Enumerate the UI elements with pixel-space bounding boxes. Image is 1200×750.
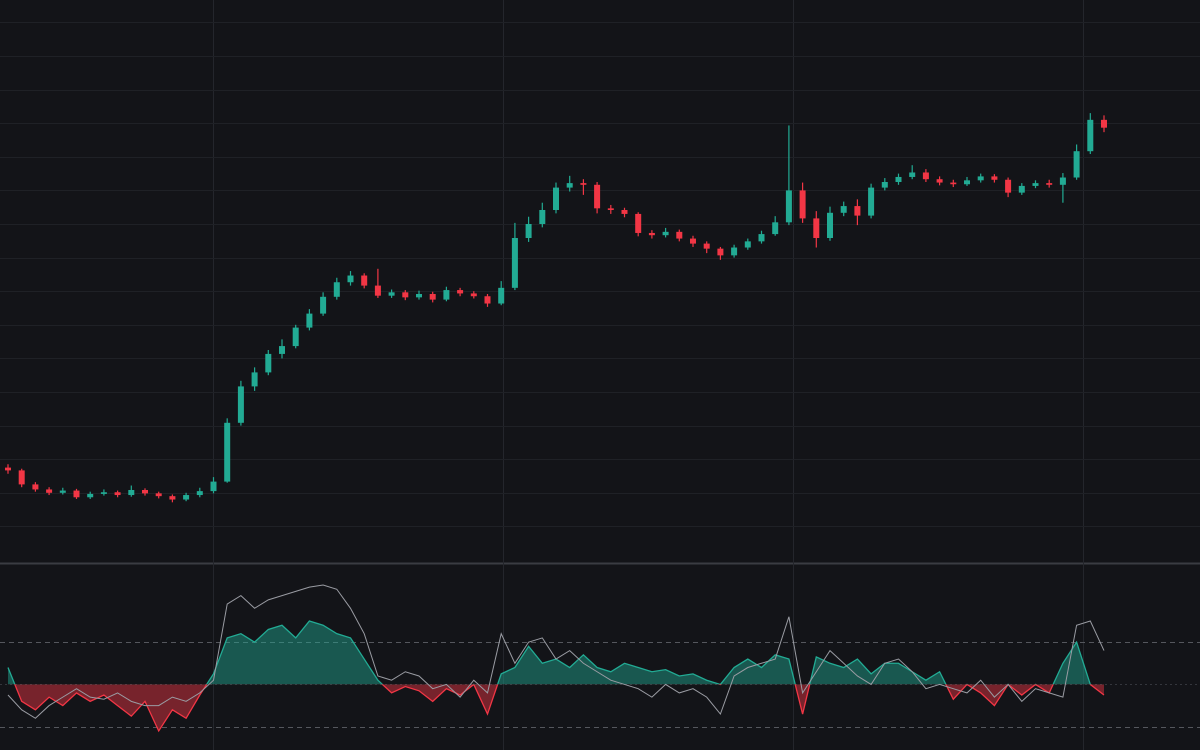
- candle-body: [32, 484, 39, 490]
- candle-body: [553, 187, 559, 210]
- candle-body: [621, 210, 628, 214]
- candle-body: [922, 172, 929, 180]
- candle-body: [991, 176, 998, 180]
- candle-body: [196, 491, 203, 496]
- candle-body: [813, 218, 820, 238]
- candle-body: [772, 222, 779, 235]
- candle-body: [785, 190, 792, 223]
- oscillator-line-negative: [14, 684, 1105, 733]
- candle-body: [169, 496, 176, 500]
- candle-body: [717, 248, 724, 256]
- candle-body: [676, 231, 683, 239]
- candle-body: [416, 294, 422, 298]
- candle-body: [799, 190, 806, 219]
- candle-body: [580, 183, 587, 185]
- candle-body: [457, 290, 464, 294]
- candle-body: [279, 346, 285, 354]
- candle-body: [895, 176, 902, 182]
- candle-body: [1101, 119, 1107, 128]
- candle-body: [1087, 119, 1094, 152]
- candle-body: [566, 183, 573, 188]
- candle-body: [306, 313, 313, 328]
- candle-body: [690, 238, 696, 244]
- candle-body: [183, 495, 190, 500]
- candle-body: [237, 386, 244, 423]
- candle-body: [87, 493, 94, 498]
- candle-body: [402, 292, 409, 298]
- candle-body: [484, 296, 491, 304]
- candle-body: [827, 212, 833, 238]
- candle-body: [635, 213, 642, 233]
- candle-body: [128, 490, 135, 496]
- candle-body: [607, 208, 614, 210]
- signal-line: [7, 584, 1105, 719]
- candle-body: [1018, 185, 1025, 193]
- candle-body: [5, 467, 11, 471]
- candle-body: [950, 182, 957, 185]
- candle-body: [388, 292, 395, 296]
- candle-body: [46, 489, 53, 493]
- candle-body: [142, 490, 148, 494]
- candle-body: [210, 481, 217, 492]
- oscillator-area-negative: [8, 684, 1104, 731]
- candle-body: [251, 372, 258, 387]
- candle-body: [429, 294, 436, 300]
- candle-body: [224, 422, 231, 482]
- candle-body: [59, 490, 66, 493]
- candle-body: [731, 247, 738, 256]
- candle-body: [73, 490, 80, 498]
- candle-body: [18, 470, 25, 485]
- candle-body: [964, 180, 970, 185]
- candle-body: [868, 187, 875, 216]
- candle-body: [648, 232, 655, 236]
- candle-body: [100, 492, 107, 494]
- candle-body: [936, 179, 943, 183]
- candle-body: [374, 285, 381, 296]
- candle-body: [539, 210, 546, 224]
- candle-body: [320, 296, 327, 314]
- candle-body: [881, 182, 888, 188]
- candle-body: [347, 275, 354, 283]
- candle-body: [511, 238, 518, 288]
- candle-body: [594, 184, 601, 209]
- candle-body: [909, 172, 916, 177]
- candle-body: [703, 243, 710, 249]
- candle-body: [443, 290, 450, 300]
- candle-body: [498, 287, 505, 304]
- candle-body: [470, 293, 477, 297]
- candle-body: [977, 176, 984, 181]
- oscillator-area-positive: [8, 620, 1091, 685]
- candle-body: [840, 206, 847, 213]
- candle-body: [265, 353, 272, 373]
- session-lines: [213, 0, 1084, 750]
- candle-body: [114, 492, 121, 496]
- candle-body: [361, 275, 368, 286]
- candle-body: [525, 224, 532, 238]
- candle-body: [758, 234, 765, 242]
- candle-body: [155, 493, 162, 497]
- candle-body: [662, 231, 669, 236]
- candle-body: [1059, 177, 1066, 185]
- candle-body: [333, 282, 340, 297]
- candle-body: [1005, 179, 1012, 193]
- candle-body: [854, 206, 861, 216]
- candle-body: [1046, 183, 1053, 185]
- candle-body: [744, 241, 751, 248]
- candle-body: [1073, 151, 1080, 178]
- candle-body: [292, 327, 299, 347]
- candle-body: [1032, 183, 1039, 186]
